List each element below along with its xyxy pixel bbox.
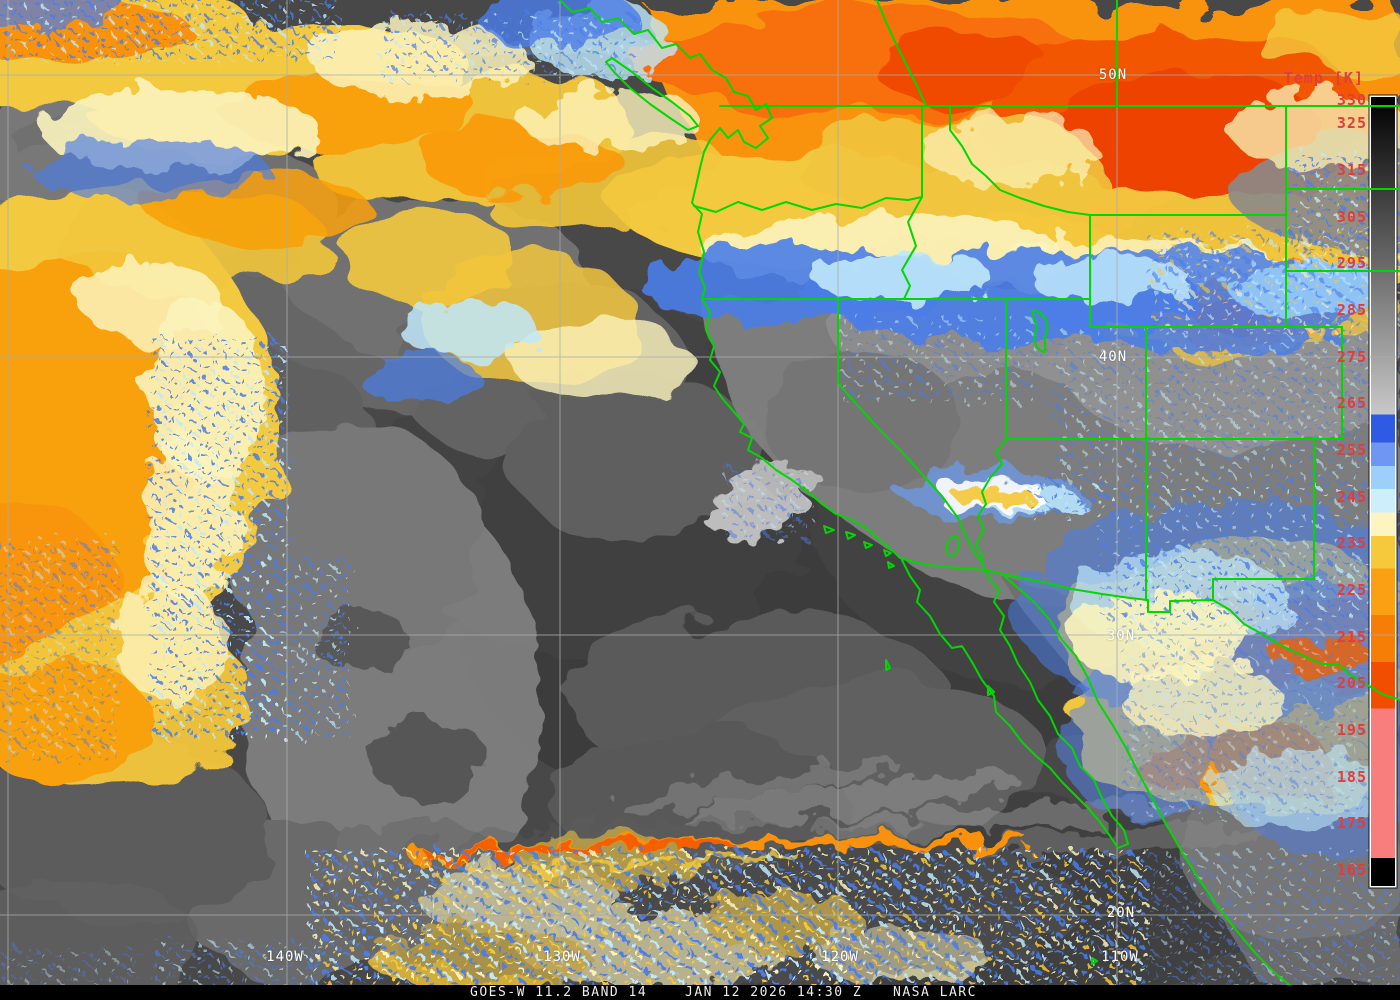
caption-datetime: JAN 12 2026 14:30 Z (685, 985, 863, 1000)
colorbar-tick-305: 305 (1336, 207, 1367, 226)
grid-label-30n: 30N (1106, 628, 1136, 644)
great-salt-lake-outline (1031, 309, 1049, 353)
colorbar-title: Temp [K] (1283, 69, 1364, 87)
colorbar-tick-245: 245 (1336, 487, 1367, 506)
ca-nv-border (837, 298, 986, 571)
colorbar-tick-175: 175 (1336, 814, 1367, 833)
colorbar-tick-195: 195 (1336, 721, 1367, 739)
grid-label-140w: 140W (266, 949, 304, 965)
colorbar-tick-295: 295 (1336, 254, 1367, 273)
id-west-border (901, 196, 923, 300)
baja-california-outline (901, 559, 1129, 849)
grid-label-40n: 40N (1098, 349, 1128, 365)
mexico-mainland-coast (1003, 575, 1297, 991)
id-mt-border (949, 105, 1091, 216)
cedros-island (987, 685, 995, 696)
colorbar-tick-185: 185 (1336, 767, 1367, 786)
colorbar (1368, 94, 1398, 889)
channel-islands (823, 525, 895, 569)
colorbar-tick-285: 285 (1336, 301, 1367, 319)
colorbar-tick-225: 225 (1336, 581, 1367, 599)
colorbar-tick-315: 315 (1336, 161, 1367, 179)
salton-sea-outline (945, 535, 961, 557)
grid-label-20n: 20N (1106, 905, 1136, 921)
map-boundaries (558, 0, 1400, 991)
colorbar-tick-235: 235 (1336, 534, 1367, 553)
colorbar-tick-255: 255 (1336, 441, 1367, 459)
vancouver-island-outline (605, 57, 699, 131)
guadalupe-island (885, 659, 891, 671)
caption-credit: NASA LARC (893, 985, 977, 1000)
socorro-island (1091, 957, 1098, 965)
colorbar-tick-165: 165 (1336, 861, 1367, 879)
colorbar-tick-215: 215 (1336, 627, 1367, 646)
bc-alberta-border (875, 0, 927, 107)
colorbar-tick-265: 265 (1336, 394, 1367, 413)
caption-bar: GOES-W 11.2 BAND 14 JAN 12 2026 14:30 Z … (0, 985, 1400, 1000)
colorado-river-border (975, 439, 1007, 563)
colorbar-tick-330: 330 (1336, 91, 1367, 109)
grid-label-120w: 120W (821, 949, 859, 965)
grid-label-110w: 110W (1101, 949, 1139, 965)
pacific-coastline-and-mexico-border (558, 0, 1400, 701)
grid-label-130w: 130W (543, 949, 581, 965)
grid-label-50n: 50N (1098, 67, 1128, 83)
colorbar-tick-205: 205 (1336, 674, 1367, 693)
caption-instrument: GOES-W 11.2 BAND 14 (470, 985, 648, 1000)
wa-or-border (693, 196, 923, 213)
nm-east-south-border (1212, 438, 1315, 601)
colorbar-tick-325: 325 (1336, 114, 1367, 133)
colorbar-tick-275: 275 (1336, 347, 1367, 366)
